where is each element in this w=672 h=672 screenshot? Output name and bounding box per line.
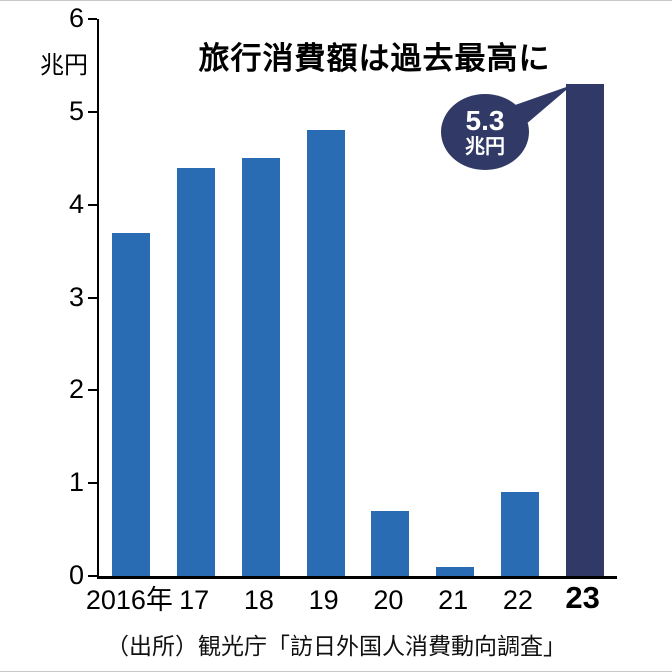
bar-23 bbox=[565, 83, 604, 576]
y-tick-mark bbox=[88, 575, 97, 577]
x-tick-label: 17 bbox=[179, 585, 210, 615]
bar-20 bbox=[371, 511, 410, 576]
x-tick-label: 2016年 bbox=[85, 585, 173, 615]
y-tick-mark bbox=[88, 203, 97, 206]
y-tick-mark bbox=[88, 482, 97, 485]
callout-unit: 兆円 bbox=[465, 135, 505, 158]
y-tick-label: 0 bbox=[68, 560, 84, 590]
bar-22 bbox=[500, 492, 539, 576]
y-tick-label: 3 bbox=[68, 281, 84, 312]
callout-value: 5.3 bbox=[465, 105, 505, 137]
y-tick-mark bbox=[88, 18, 97, 20]
y-tick-label: 1 bbox=[68, 467, 84, 498]
bar-19 bbox=[306, 130, 345, 576]
bars-container bbox=[99, 19, 617, 576]
x-tick-label: 20 bbox=[373, 585, 404, 615]
plot-area bbox=[97, 19, 617, 579]
bar-2016年 bbox=[112, 232, 151, 576]
y-tick-label: 4 bbox=[68, 188, 84, 219]
y-tick-label: 6 bbox=[68, 3, 84, 33]
bar-21 bbox=[436, 566, 475, 576]
callout-bubble: 5.3 兆円 bbox=[441, 94, 529, 170]
x-tick-label: 18 bbox=[243, 585, 274, 615]
source-note: （出所）観光庁「訪日外国人消費動向調査」 bbox=[106, 633, 566, 659]
y-tick-mark bbox=[88, 110, 97, 113]
x-tick-label: 23 bbox=[565, 580, 600, 615]
y-axis-unit-label: 兆円 bbox=[40, 52, 88, 79]
x-tick-label: 19 bbox=[308, 585, 339, 615]
x-tick-label: 21 bbox=[438, 585, 469, 615]
y-tick-label: 2 bbox=[68, 374, 84, 405]
y-tick-mark bbox=[88, 296, 97, 299]
chart-title: 旅行消費額は過去最高に bbox=[198, 41, 551, 76]
y-tick-mark bbox=[88, 389, 97, 392]
bar-17 bbox=[177, 167, 216, 576]
bar-18 bbox=[241, 158, 280, 576]
y-tick-label: 5 bbox=[68, 95, 84, 126]
x-tick-label: 22 bbox=[502, 585, 533, 615]
